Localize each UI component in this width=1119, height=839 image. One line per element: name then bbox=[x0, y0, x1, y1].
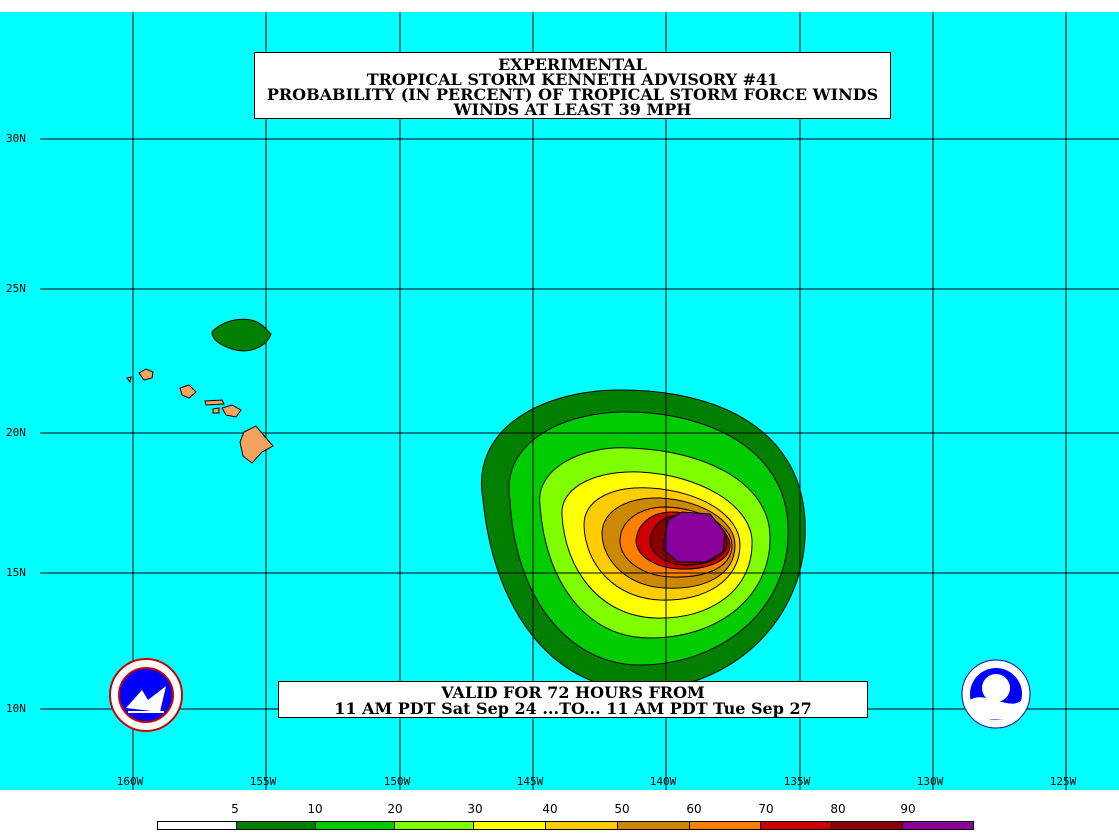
legend-swatch-2 bbox=[315, 821, 395, 830]
lon-label-130w: 130W bbox=[916, 775, 944, 788]
legend-label-20: 20 bbox=[387, 802, 403, 816]
legend-label-90: 90 bbox=[900, 802, 916, 816]
lat-label-20n: 20N bbox=[6, 426, 26, 439]
legend-label-80: 80 bbox=[830, 802, 846, 816]
legend-color-bar bbox=[157, 821, 974, 830]
legend-swatch-1 bbox=[236, 821, 316, 830]
lon-label-160w: 160W bbox=[116, 775, 144, 788]
lon-label-140w: 140W bbox=[649, 775, 677, 788]
title-box: EXPERIMENTAL TROPICAL STORM KENNETH ADVI… bbox=[254, 52, 891, 119]
kauai-island bbox=[138, 368, 154, 381]
legend-label-60: 60 bbox=[686, 802, 702, 816]
legend-label-10: 10 bbox=[307, 802, 323, 816]
maui-island bbox=[221, 404, 242, 418]
lon-label-135w: 135W bbox=[783, 775, 811, 788]
title-line-4: WINDS AT LEAST 39 MPH bbox=[453, 100, 692, 119]
lon-label-155w: 155W bbox=[249, 775, 277, 788]
legend-swatch-5 bbox=[545, 821, 618, 830]
legend-swatch-10 bbox=[902, 821, 974, 830]
valid-line-2: 11 AM PDT Sat Sep 24 ...TO... 11 AM PDT … bbox=[334, 699, 812, 718]
lat-label-15n: 15N bbox=[6, 566, 26, 579]
lanai-island bbox=[212, 407, 220, 414]
lat-label-10n: 10N bbox=[6, 702, 26, 715]
legend-swatch-7 bbox=[689, 821, 761, 830]
nws-logo bbox=[109, 658, 183, 732]
lat-label-30n: 30N bbox=[6, 132, 26, 145]
legend-label-5: 5 bbox=[231, 802, 239, 816]
legend-label-30: 30 bbox=[467, 802, 483, 816]
green-probability-patch bbox=[211, 318, 272, 352]
oahu-island bbox=[179, 384, 197, 399]
molokai-island bbox=[204, 399, 225, 406]
legend-swatch-0 bbox=[157, 821, 237, 830]
lon-label-145w: 145W bbox=[516, 775, 544, 788]
valid-period-box: VALID FOR 72 HOURS FROM 11 AM PDT Sat Se… bbox=[278, 681, 868, 718]
legend-label-70: 70 bbox=[758, 802, 774, 816]
lon-label-125w: 125W bbox=[1049, 775, 1077, 788]
probability-contours bbox=[481, 389, 806, 691]
big-island bbox=[239, 425, 274, 464]
legend-label-50: 50 bbox=[614, 802, 630, 816]
noaa-logo bbox=[961, 659, 1031, 729]
legend-swatch-8 bbox=[760, 821, 832, 830]
legend-swatch-9 bbox=[831, 821, 903, 830]
legend-swatch-4 bbox=[473, 821, 546, 830]
lon-label-150w: 150W bbox=[383, 775, 411, 788]
lat-label-25n: 25N bbox=[6, 282, 26, 295]
legend-swatch-3 bbox=[394, 821, 474, 830]
title-line-1: EXPERIMENTAL bbox=[498, 55, 647, 74]
valid-line-1: VALID FOR 72 HOURS FROM bbox=[441, 683, 705, 702]
contour-max bbox=[663, 511, 726, 563]
hawaii-islands bbox=[126, 368, 274, 464]
title-line-3: PROBABILITY (IN PERCENT) OF TROPICAL STO… bbox=[266, 85, 879, 104]
niihau-island bbox=[126, 376, 132, 384]
legend-swatch-6 bbox=[617, 821, 690, 830]
title-line-2: TROPICAL STORM KENNETH ADVISORY #41 bbox=[366, 70, 779, 89]
legend-label-40: 40 bbox=[542, 802, 558, 816]
